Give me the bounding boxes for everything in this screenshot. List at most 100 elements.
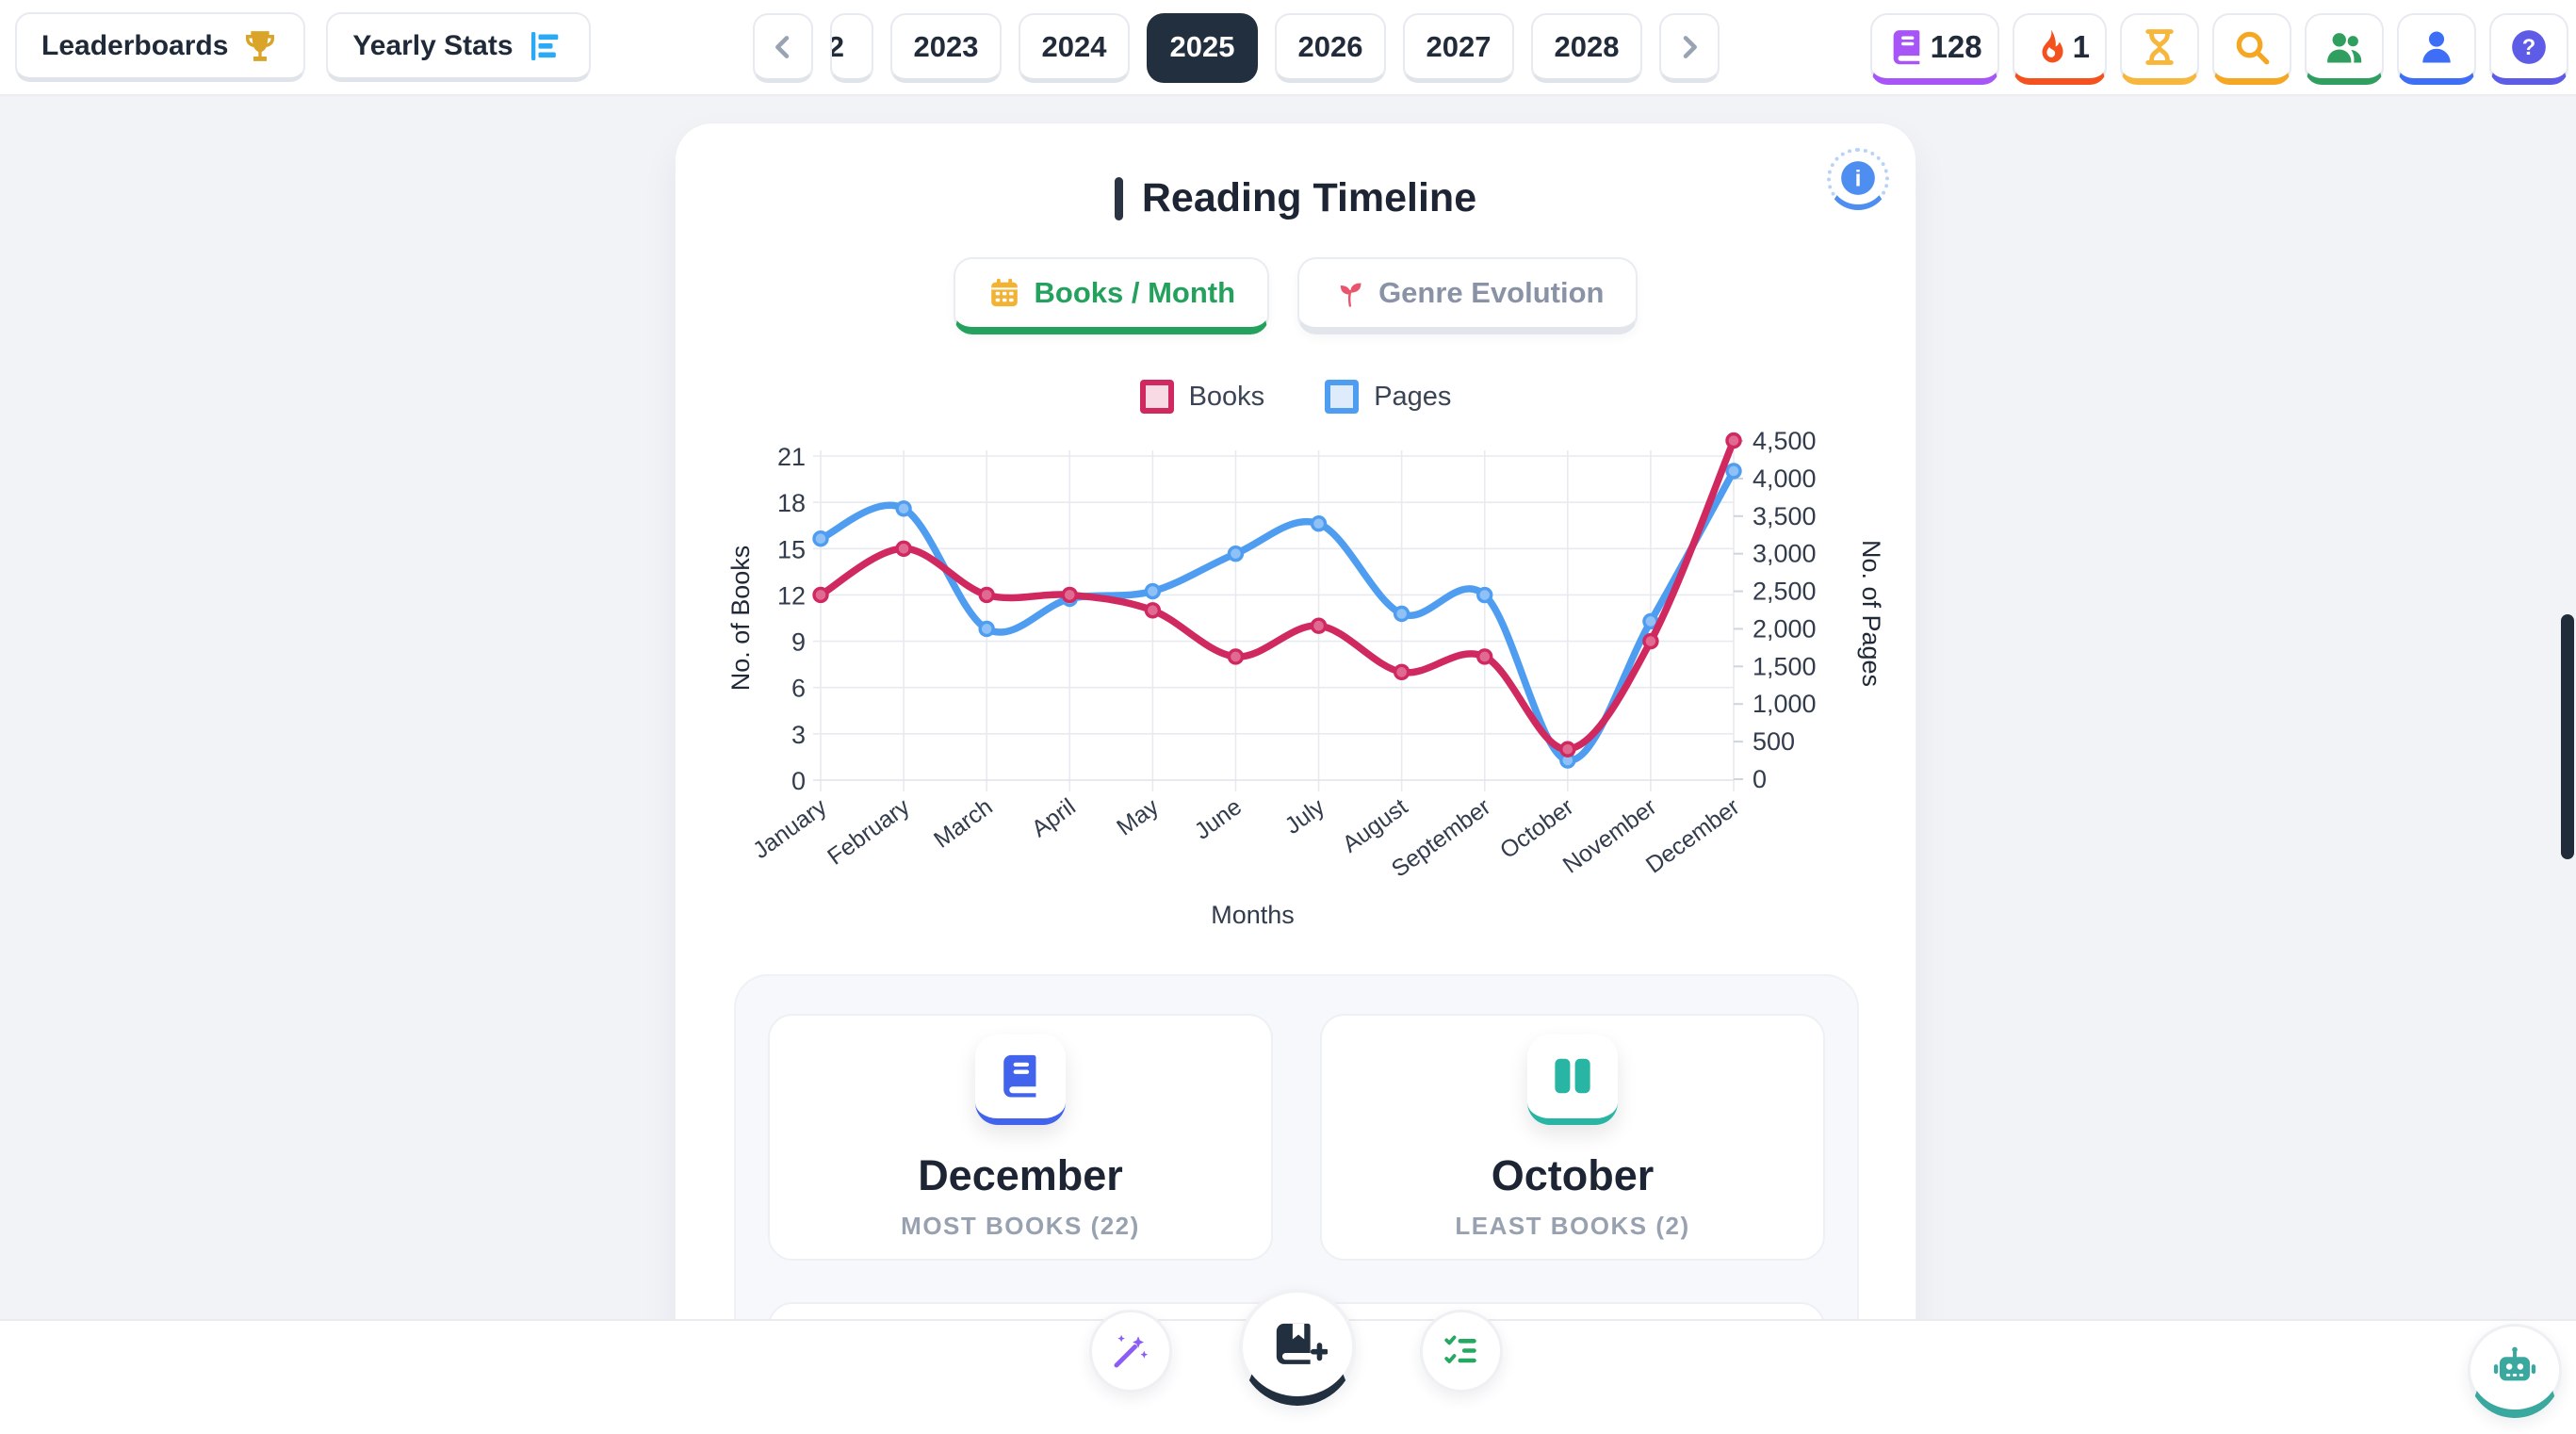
quick-stat-person-button[interactable] — [2397, 13, 2476, 85]
book-open-iconbox — [1527, 1034, 1618, 1125]
flame-icon — [2030, 27, 2069, 67]
highlight-card-december: December MOST BOOKS (22) — [768, 1014, 1273, 1261]
quick-stat-search-button[interactable] — [2212, 13, 2291, 85]
year-button-2026[interactable]: 2026 — [1275, 13, 1386, 83]
chevron-right-icon — [1673, 31, 1705, 63]
svg-text:3,000: 3,000 — [1753, 540, 1817, 568]
yearly-stats-button[interactable]: Yearly Stats — [326, 12, 591, 82]
person-icon — [2417, 27, 2456, 67]
svg-text:December: December — [1641, 793, 1745, 878]
bar-chart-icon — [527, 27, 564, 65]
book-closed-iconbox — [975, 1034, 1066, 1125]
book-open-icon — [1548, 1051, 1597, 1100]
svg-text:6: 6 — [791, 675, 806, 703]
wand-icon — [1111, 1331, 1150, 1371]
svg-text:November: November — [1558, 793, 1662, 878]
calendar-icon — [987, 276, 1021, 310]
info-button[interactable]: i — [1827, 148, 1889, 210]
book-icon — [1887, 27, 1927, 67]
top-navbar: Leaderboards Yearly Stats 20222023202420… — [0, 0, 2576, 96]
svg-text:2,000: 2,000 — [1753, 614, 1817, 643]
svg-text:February: February — [823, 793, 915, 871]
book-closed-icon — [996, 1051, 1045, 1100]
year-button-2025[interactable]: 2025 — [1147, 13, 1258, 83]
title-accent-bar — [1114, 176, 1123, 220]
prev-year-button[interactable] — [753, 13, 813, 83]
robot-icon — [2490, 1344, 2539, 1393]
quick-stat-flame-button[interactable]: 1 — [2012, 13, 2107, 85]
svg-text:August: August — [1338, 793, 1412, 857]
svg-text:0: 0 — [1753, 765, 1767, 793]
quick-stat-value: 1 — [2072, 28, 2090, 64]
nav-left-group: Leaderboards Yearly Stats — [15, 12, 591, 82]
legend-label: Pages — [1374, 381, 1452, 412]
highlight-caption: MOST BOOKS (22) — [901, 1211, 1140, 1240]
tab-genre-evolution[interactable]: Genre Evolution — [1297, 257, 1639, 334]
year-button-2028[interactable]: 2028 — [1531, 13, 1642, 83]
page-title: Reading Timeline — [1141, 175, 1477, 220]
next-year-button[interactable] — [1659, 13, 1720, 83]
trophy-icon — [241, 27, 279, 65]
checklist-button[interactable] — [1420, 1310, 1503, 1393]
chart-tabs: Books / Month Genre Evolution — [676, 257, 1916, 334]
year-button-2027[interactable]: 2027 — [1403, 13, 1514, 83]
sprout-icon — [1331, 276, 1365, 310]
hourglass-icon — [2140, 27, 2179, 67]
svg-text:1,500: 1,500 — [1753, 652, 1817, 680]
svg-text:15: 15 — [777, 535, 806, 563]
svg-text:No. of Pages: No. of Pages — [1857, 540, 1885, 687]
svg-text:21: 21 — [777, 443, 806, 471]
legend-item-pages[interactable]: Pages — [1325, 380, 1451, 414]
quick-stat-book-button[interactable]: 128 — [1869, 13, 1999, 85]
magic-wand-button[interactable] — [1089, 1310, 1172, 1393]
svg-text:1,000: 1,000 — [1753, 690, 1817, 718]
svg-text:July: July — [1280, 793, 1330, 839]
svg-text:March: March — [929, 793, 998, 853]
legend-swatch — [1325, 380, 1360, 414]
reading-timeline-panel: Reading Timeline i Books / Month Genre Ev… — [675, 122, 1916, 1434]
legend-item-books[interactable]: Books — [1139, 380, 1265, 414]
svg-text:4,000: 4,000 — [1753, 464, 1817, 493]
chevron-left-icon — [767, 31, 799, 63]
highlight-month: October — [1491, 1150, 1655, 1199]
highlight-card-october: October LEAST BOOKS (2) — [1320, 1014, 1825, 1261]
svg-text:12: 12 — [777, 581, 806, 610]
tab-label: Books / Month — [1034, 276, 1236, 309]
chart-svg: 0 3 6 9 12 15 18 21 0 500 1,000 1,500 2,000 2,500 3,00… — [726, 427, 1885, 929]
search-icon — [2232, 27, 2272, 67]
year-button-partial[interactable]: 2022 — [830, 13, 873, 83]
tab-label: Genre Evolution — [1378, 276, 1605, 309]
year-button-2023[interactable]: 2023 — [890, 13, 1002, 83]
svg-text:January: January — [748, 793, 832, 864]
svg-text:0: 0 — [791, 767, 806, 795]
legend-swatch — [1139, 380, 1174, 414]
highlight-month: December — [918, 1150, 1123, 1199]
leaderboards-button[interactable]: Leaderboards — [15, 12, 306, 82]
year-button-2024[interactable]: 2024 — [1019, 13, 1130, 83]
quick-stat-question-button[interactable]: ? — [2489, 13, 2568, 85]
svg-text:18: 18 — [777, 489, 806, 517]
svg-text:April: April — [1027, 793, 1081, 842]
svg-text:?: ? — [2522, 36, 2535, 60]
svg-text:No. of Books: No. of Books — [726, 546, 755, 692]
yearly-stats-label: Yearly Stats — [352, 29, 514, 61]
highlight-caption: LEAST BOOKS (2) — [1455, 1211, 1690, 1240]
checklist-icon — [1442, 1331, 1481, 1371]
tab-books-month[interactable]: Books / Month — [953, 257, 1270, 334]
svg-text:June: June — [1190, 793, 1247, 845]
scrollbar-thumb[interactable] — [2561, 614, 2574, 859]
add-book-button[interactable] — [1239, 1289, 1356, 1406]
quick-stat-hourglass-button[interactable] — [2120, 13, 2199, 85]
legend-label: Books — [1188, 381, 1265, 412]
quick-stat-people-button[interactable] — [2305, 13, 2384, 85]
svg-text:500: 500 — [1753, 727, 1795, 756]
svg-text:2,500: 2,500 — [1753, 578, 1817, 606]
svg-text:9: 9 — [791, 628, 806, 657]
svg-text:Months: Months — [1211, 901, 1295, 929]
people-icon — [2324, 27, 2364, 67]
question-icon: ? — [2509, 27, 2549, 67]
reading-timeline-chart: 0 3 6 9 12 15 18 21 0 500 1,000 1,500 2,000 2,500 3,00… — [726, 427, 1895, 957]
assistant-button[interactable] — [2468, 1324, 2562, 1418]
